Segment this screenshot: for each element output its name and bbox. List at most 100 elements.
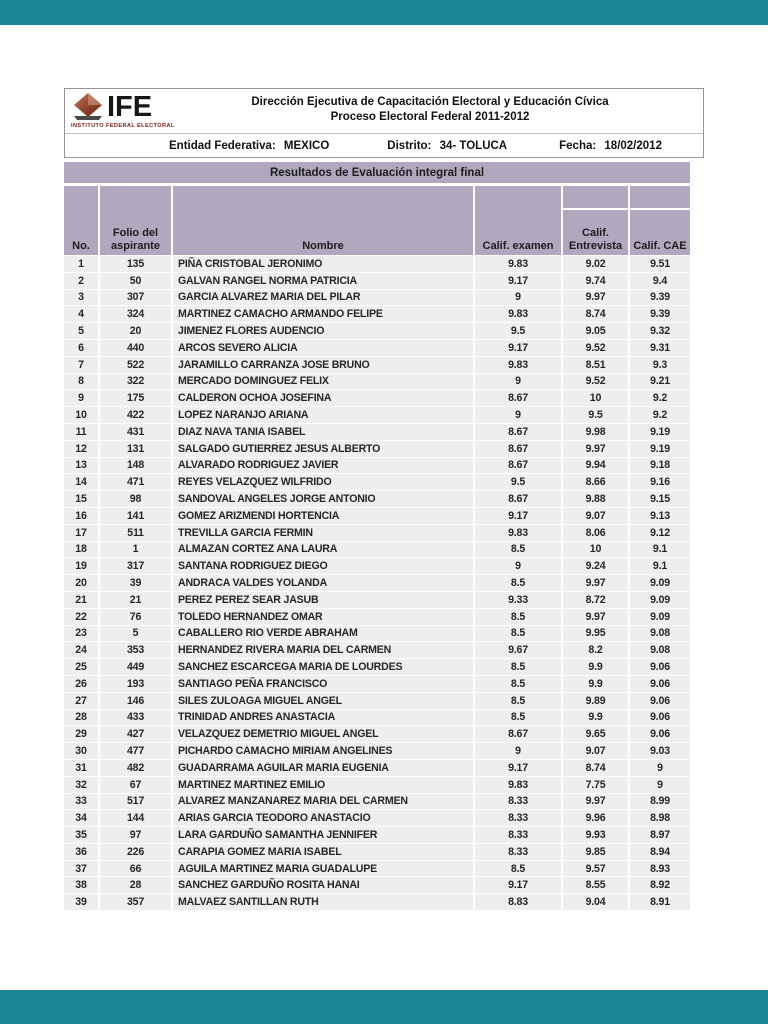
cell-examen: 9: [475, 373, 561, 390]
cell-nombre: TOLEDO HERNANDEZ OMAR: [173, 608, 473, 625]
cell-folio: 21: [100, 591, 171, 608]
cell-examen: 9: [475, 289, 561, 306]
cell-no: 37: [64, 860, 98, 877]
ife-ballot-icon: [74, 93, 102, 120]
cell-examen: 9.17: [475, 759, 561, 776]
cell-examen: 9.83: [475, 524, 561, 541]
cell-folio: 144: [100, 810, 171, 827]
cell-folio: 5: [100, 625, 171, 642]
cell-examen: 9: [475, 558, 561, 575]
table-row: 30 477 PICHARDO CAMACHO MIRIAM ANGELINES 9 9…: [64, 743, 690, 759]
cell-examen: 8.5: [475, 675, 561, 692]
cell-entrevista: 9.9: [563, 675, 628, 692]
cell-nombre: ARIAS GARCIA TEODORO ANASTACIO: [173, 810, 473, 827]
cell-cae: 9.1: [630, 541, 690, 558]
cell-examen: 8.83: [475, 894, 561, 911]
document: IFE INSTITUTO FEDERAL ELECTORAL Direcció…: [64, 88, 704, 911]
document-header: IFE INSTITUTO FEDERAL ELECTORAL Direcció…: [64, 88, 704, 158]
cell-entrevista: 8.51: [563, 356, 628, 373]
header-title-line1: Dirección Ejecutiva de Capacitación Elec…: [251, 96, 609, 108]
cell-folio: 517: [100, 793, 171, 810]
cell-no: 39: [64, 894, 98, 911]
cell-entrevista: 9.85: [563, 843, 628, 860]
cell-no: 27: [64, 692, 98, 709]
cell-nombre: JARAMILLO CARRANZA JOSE BRUNO: [173, 356, 473, 373]
cell-folio: 482: [100, 759, 171, 776]
cell-cae: 9.06: [630, 709, 690, 726]
table-row: 29 427 VELAZQUEZ DEMETRIO MIGUEL ANGEL 8.67…: [64, 726, 690, 743]
cell-no: 36: [64, 843, 98, 860]
table-row: 12 131 SALGADO GUTIERREZ JESUS ALBERTO 8.67…: [64, 440, 690, 457]
cell-nombre: PICHARDO CAMACHO MIRIAM ANGELINES: [173, 743, 473, 759]
fecha-label: Fecha:: [559, 139, 597, 152]
cell-cae: 9.51: [630, 256, 690, 272]
cell-cae: 8.97: [630, 827, 690, 843]
cell-no: 20: [64, 575, 98, 591]
cell-nombre: SANTIAGO PEÑA FRANCISCO: [173, 675, 473, 692]
cell-no: 10: [64, 407, 98, 423]
cell-examen: 9: [475, 743, 561, 759]
table-row: 28 433 TRINIDAD ANDRES ANASTACIA 8.5 9.9 9.06: [64, 709, 690, 726]
cell-examen: 8.5: [475, 541, 561, 558]
cell-nombre: ALMAZAN CORTEZ ANA LAURA: [173, 541, 473, 558]
table-row: 17 511 TREVILLA GARCIA FERMIN 9.83 8.06 9.12: [64, 524, 690, 541]
cell-no: 25: [64, 659, 98, 675]
cell-cae: 9.31: [630, 339, 690, 356]
table-row: 16 141 GOMEZ ARIZMENDI HORTENCIA 9.17 9.07 9.…: [64, 507, 690, 524]
cell-nombre: DIAZ NAVA TANIA ISABEL: [173, 423, 473, 440]
cell-no: 33: [64, 793, 98, 810]
cell-folio: 141: [100, 507, 171, 524]
cell-entrevista: 9.5: [563, 407, 628, 423]
cell-nombre: AGUILA MARTINEZ MARIA GUADALUPE: [173, 860, 473, 877]
cell-no: 31: [64, 759, 98, 776]
cell-folio: 433: [100, 709, 171, 726]
cell-examen: 8.33: [475, 810, 561, 827]
cell-examen: 9.17: [475, 507, 561, 524]
cell-folio: 66: [100, 860, 171, 877]
cell-cae: 9.09: [630, 608, 690, 625]
cell-nombre: SANDOVAL ANGELES JORGE ANTONIO: [173, 491, 473, 507]
cell-folio: 357: [100, 894, 171, 911]
cell-nombre: ARCOS SEVERO ALICIA: [173, 339, 473, 356]
col-header-folio: Folio del aspirante: [100, 186, 171, 255]
cell-nombre: TREVILLA GARCIA FERMIN: [173, 524, 473, 541]
col-header-no: No.: [64, 186, 98, 255]
cell-examen: 9.17: [475, 877, 561, 894]
col-header-cae-stub: [630, 186, 690, 208]
col-header-cae: Calif. CAE: [630, 210, 690, 255]
cell-folio: 97: [100, 827, 171, 843]
table-row: 36 226 CARAPIA GOMEZ MARIA ISABEL 8.33 9.85 8…: [64, 843, 690, 860]
table-row: 33 517 ALVAREZ MANZANAREZ MARIA DEL CARMEN…: [64, 793, 690, 810]
cell-cae: 8.93: [630, 860, 690, 877]
table-row: 3 307 GARCIA ALVAREZ MARIA DEL PILAR 9 9.97 9…: [64, 289, 690, 306]
cell-nombre: SANCHEZ GARDUÑO ROSITA HANAI: [173, 877, 473, 894]
cell-nombre: PIÑA CRISTOBAL JERONIMO: [173, 256, 473, 272]
cell-examen: 9.83: [475, 776, 561, 793]
cell-no: 24: [64, 642, 98, 659]
cell-no: 28: [64, 709, 98, 726]
cell-entrevista: 9.97: [563, 440, 628, 457]
cell-cae: 9.09: [630, 575, 690, 591]
cell-examen: 8.5: [475, 625, 561, 642]
cell-no: 5: [64, 323, 98, 339]
table-row: 39 357 MALVAEZ SANTILLAN RUTH 8.83 9.04 8.91: [64, 894, 690, 911]
cell-nombre: LOPEZ NARANJO ARIANA: [173, 407, 473, 423]
cell-cae: 9.08: [630, 625, 690, 642]
cell-entrevista: 9.94: [563, 457, 628, 474]
col-header-examen: Calif. examen: [475, 186, 561, 255]
cell-no: 15: [64, 491, 98, 507]
cell-cae: 9.39: [630, 289, 690, 306]
cell-folio: 39: [100, 575, 171, 591]
cell-no: 9: [64, 390, 98, 407]
cell-no: 12: [64, 440, 98, 457]
cell-entrevista: 9.02: [563, 256, 628, 272]
cell-entrevista: 8.74: [563, 759, 628, 776]
cell-folio: 28: [100, 877, 171, 894]
cell-no: 3: [64, 289, 98, 306]
cell-no: 16: [64, 507, 98, 524]
cell-cae: 9.13: [630, 507, 690, 524]
cell-cae: 9.06: [630, 726, 690, 743]
cell-cae: 9.3: [630, 356, 690, 373]
cell-examen: 9.83: [475, 306, 561, 323]
cell-cae: 9.21: [630, 373, 690, 390]
